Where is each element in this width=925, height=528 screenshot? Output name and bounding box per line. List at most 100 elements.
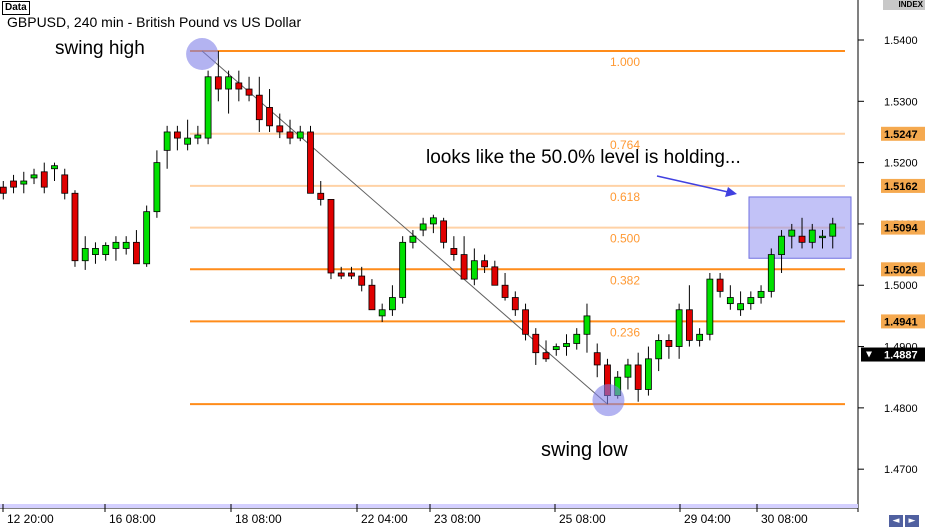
bear-candle-body: [450, 248, 458, 255]
candle: [235, 70, 243, 102]
bull-candle-body: [767, 254, 775, 292]
price-tick-label: 1.5000: [884, 280, 918, 292]
bull-candle-body: [696, 333, 704, 341]
candle: [214, 51, 222, 102]
candle: [61, 168, 69, 200]
fib-price-tag: [881, 314, 925, 329]
candle: [143, 205, 151, 267]
bear-candle-body: [286, 131, 294, 139]
price-tick-label: 1.5200: [884, 158, 918, 170]
candle: [532, 328, 540, 365]
candle: [286, 119, 294, 145]
candle: [542, 340, 550, 362]
bear-candle-body: [245, 88, 253, 96]
candle: [122, 236, 130, 255]
candle: [706, 272, 714, 341]
candle: [419, 217, 427, 237]
candle: [778, 230, 785, 273]
fib-price-tag-label: 1.5026: [884, 264, 918, 276]
time-axis[interactable]: 12 20:00 16 08:00 18 08:00 22 04:00 23 08:00…: [2, 504, 808, 525]
bear-candle-body: [214, 76, 222, 90]
candle: [552, 343, 560, 356]
data-tab[interactable]: Data: [2, 1, 30, 15]
candle: [163, 125, 171, 169]
candle: [624, 358, 632, 390]
bull-candle-body: [30, 174, 38, 179]
scroll-left-button[interactable]: ◄: [889, 515, 903, 527]
candle: [450, 236, 458, 261]
bull-candle-body: [419, 223, 427, 231]
bear-candle-body: [522, 309, 529, 335]
candle: [634, 352, 642, 402]
annotation-arrow-shaft: [656, 175, 729, 193]
bear-candle-body: [10, 180, 17, 188]
bull-candle-body: [112, 241, 120, 249]
bull-candle-body: [194, 134, 202, 139]
candle: [173, 125, 181, 151]
candle: [153, 150, 161, 218]
fib-price-tag: [881, 262, 925, 277]
candle: [665, 334, 673, 359]
candle: [133, 230, 140, 265]
fib-label-0.500: 0.500: [610, 232, 640, 246]
bull-candle-body: [573, 333, 581, 344]
candle: [307, 125, 314, 194]
candle: [716, 272, 724, 298]
time-tick-label: 18 08:00: [235, 512, 282, 525]
bear-candle-body: [798, 235, 806, 243]
fib-price-tag: [881, 126, 925, 141]
time-tick-label: 22 04:00: [361, 512, 408, 525]
candle: [10, 174, 17, 194]
price-tick-label: 1.4700: [884, 464, 918, 476]
bull-candle-body: [675, 309, 683, 347]
bull-candle-body: [153, 162, 161, 213]
bear-candle-body: [173, 131, 181, 139]
candle: [255, 76, 263, 132]
swing-low-label: swing low: [541, 439, 628, 461]
chart-title: GBPUSD, 240 min - British Pound vs US Do…: [7, 14, 302, 30]
bear-candle-body: [440, 220, 448, 243]
candle: [389, 285, 396, 316]
bull-candle-body: [92, 248, 99, 255]
bear-candle-body: [358, 275, 366, 286]
bear-candle-body: [634, 364, 642, 390]
bull-candle-body: [225, 76, 232, 90]
axes: [0, 0, 859, 512]
current-price-tag: [861, 347, 925, 362]
bear-candle-body: [327, 199, 335, 274]
bull-candle-body: [20, 180, 28, 185]
time-tick-label: 16 08:00: [109, 512, 156, 525]
fib-label-0.382: 0.382: [610, 273, 640, 287]
bear-candle-body: [368, 284, 376, 311]
bull-candle-body: [737, 303, 744, 311]
bull-candle-body: [583, 315, 591, 335]
scroll-controls: ◄ ►: [889, 510, 921, 528]
time-axis-color-strip: [0, 504, 858, 508]
candle: [245, 76, 253, 102]
bull-candle-body: [655, 340, 663, 360]
bull-candle-body: [470, 260, 478, 280]
bull-candle-body: [102, 244, 110, 255]
candle: [737, 291, 744, 316]
candle: [460, 236, 468, 280]
fib-price-tag-label: 1.4941: [884, 316, 918, 328]
candle: [399, 236, 407, 304]
candle: [829, 217, 837, 249]
candle: [296, 125, 304, 142]
bull-candle-body: [143, 211, 151, 265]
scroll-right-button[interactable]: ►: [905, 515, 919, 527]
candle: [757, 285, 765, 304]
swing-high-marker: [186, 38, 219, 71]
bear-candle-body: [491, 266, 499, 286]
bear-candle-body: [481, 260, 488, 268]
bear-candle-body: [460, 254, 468, 280]
candle: [337, 266, 345, 280]
price-axis[interactable]: 1.54001.53001.52001.51001.50001.49001.48…: [858, 35, 925, 476]
bull-candle-body: [778, 235, 785, 255]
fib-label-0.236: 0.236: [610, 325, 640, 339]
candle: [358, 266, 366, 292]
annotation-arrow-head: [725, 187, 737, 197]
bear-candle-body: [665, 340, 673, 347]
bear-candle-body: [266, 107, 273, 127]
